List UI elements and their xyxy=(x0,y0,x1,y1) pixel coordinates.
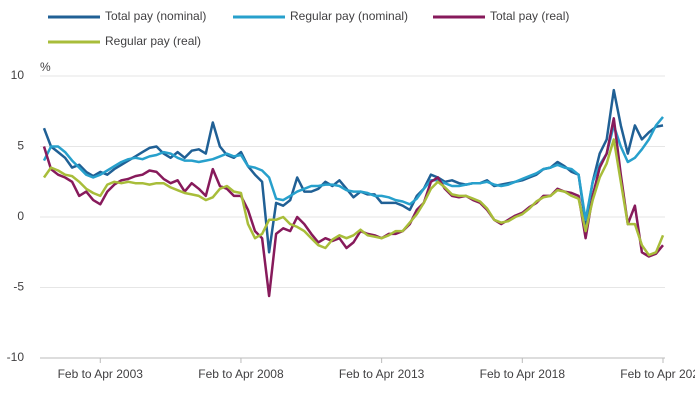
line-series xyxy=(42,117,664,298)
legend-label: Regular pay (real) xyxy=(105,34,201,48)
x-tick-label: Feb to Apr 2003 xyxy=(58,367,144,381)
x-tick-label: Feb to Apr 2008 xyxy=(198,367,284,381)
line-series xyxy=(42,116,664,222)
y-axis-label: % xyxy=(40,60,51,74)
x-tick-label: Feb to Apr 2018 xyxy=(480,367,566,381)
legend-label: Total pay (nominal) xyxy=(105,9,206,23)
y-tick-label: 0 xyxy=(17,209,24,223)
y-tick-label: -10 xyxy=(7,350,25,364)
y-tick-label: 5 xyxy=(17,139,24,153)
legend-label: Total pay (real) xyxy=(490,9,569,23)
line-series xyxy=(42,138,665,257)
legend-label: Regular pay (nominal) xyxy=(290,9,408,23)
y-tick-label: 10 xyxy=(11,68,25,82)
x-tick-label: Feb to Apr 2013 xyxy=(339,367,425,381)
x-tick-label: Feb to Apr 2023 xyxy=(620,367,695,381)
line-series xyxy=(42,88,664,254)
y-tick-label: -5 xyxy=(13,280,24,294)
